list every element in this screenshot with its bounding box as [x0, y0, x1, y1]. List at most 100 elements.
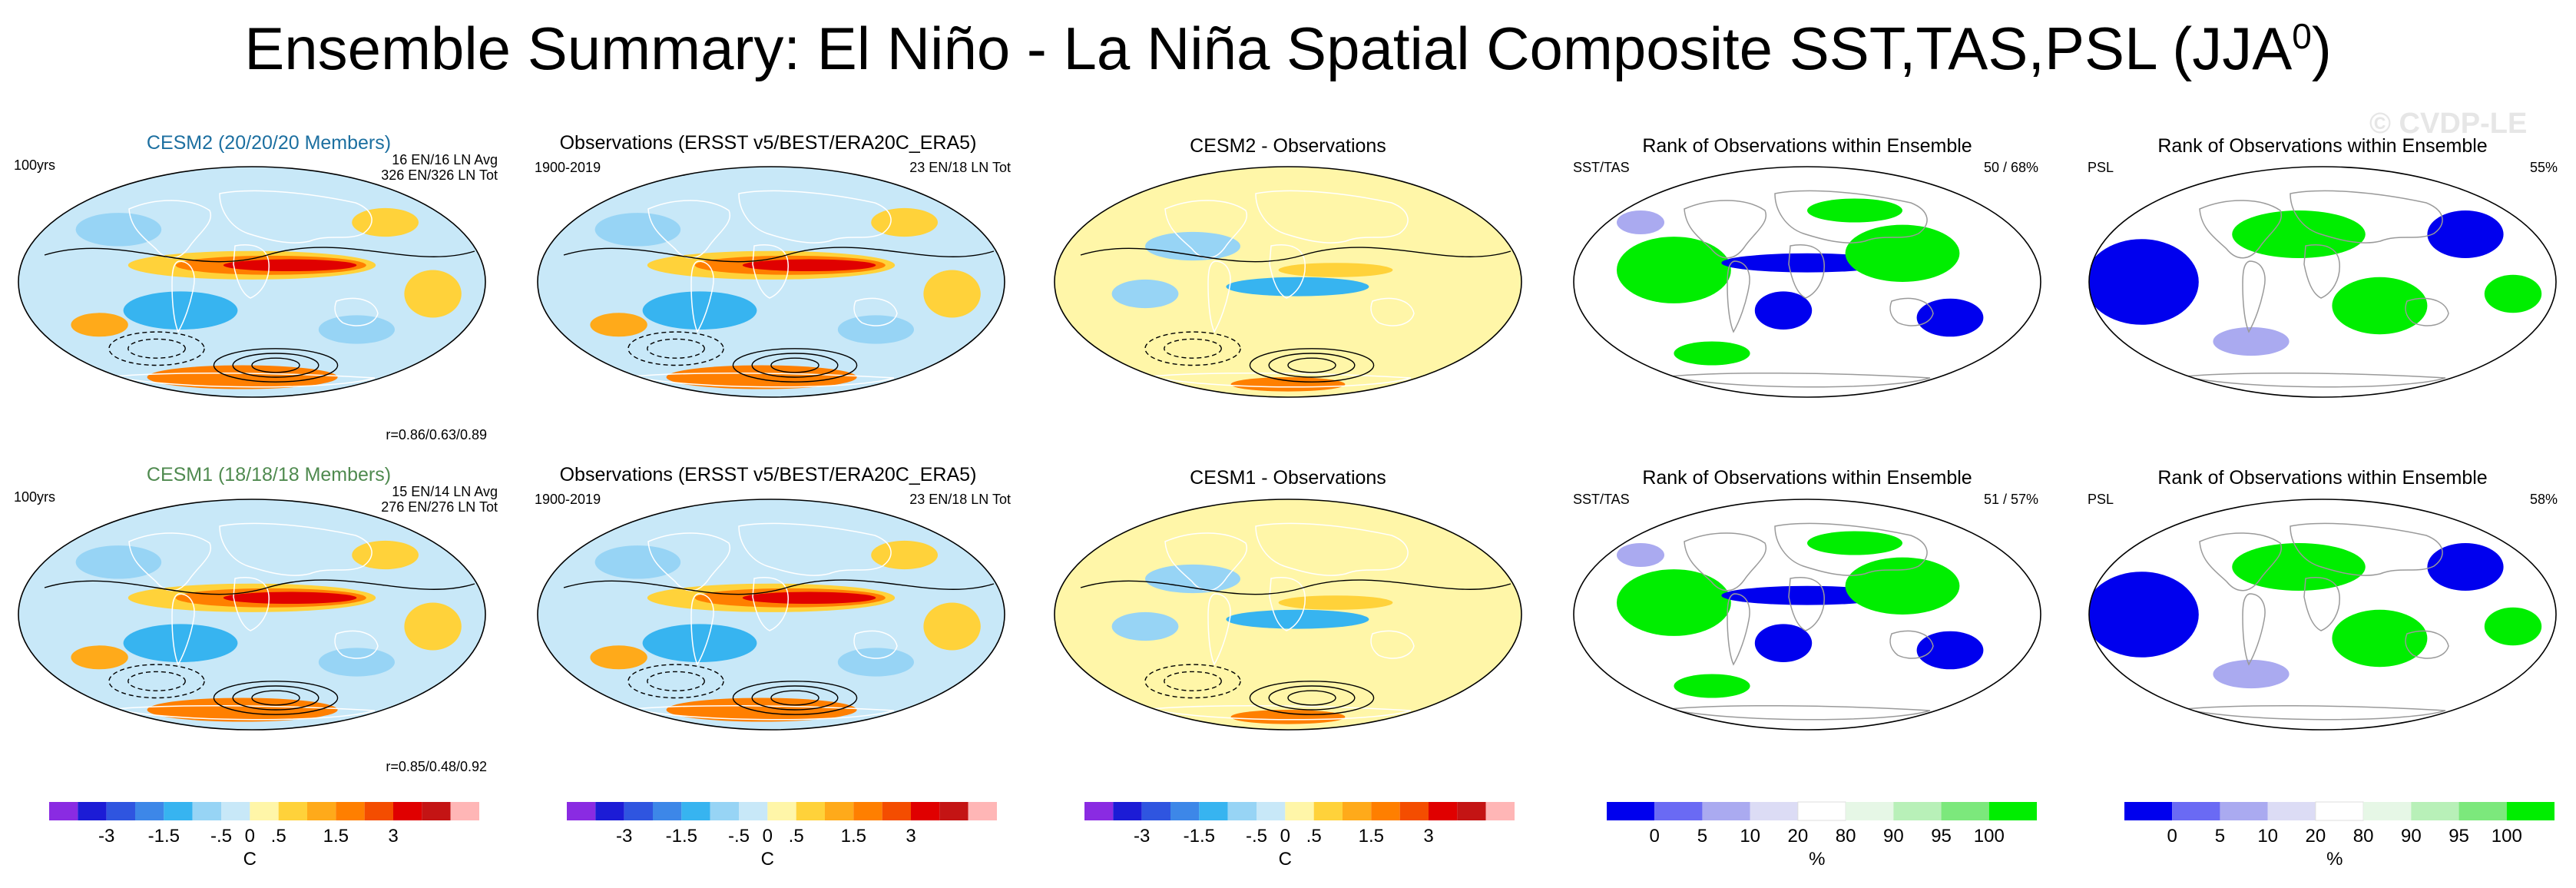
colorbar-swatch: [250, 802, 279, 820]
colorbar-anomaly-svg: -3 -1.5 -.5 0 .5 1.5 3 C: [49, 802, 479, 870]
colorbar-anomaly: -3 -1.5 -.5 0 .5 1.5 3 C: [34, 799, 495, 876]
colorbar-unit-label: C: [243, 849, 257, 870]
map-rank-psl: [2084, 495, 2561, 734]
obs-period-label: 1900-2019: [535, 160, 601, 175]
colorbar-swatch: [767, 802, 796, 820]
map-cesm1-minus-observations: [1050, 495, 1526, 734]
colorbar-tick-label: 95: [2449, 826, 2469, 847]
colorbar-tick-label: 90: [2401, 826, 2422, 847]
map-cesm1-composite: [14, 495, 490, 734]
pattern-correlation: r=0.86/0.63/0.89: [386, 427, 487, 442]
colorbar-tick-label: -.5: [210, 826, 232, 847]
colorbar-swatch: [825, 802, 854, 820]
map-cesm2-minus-observations: [1050, 163, 1526, 401]
colorbar-tick-label: 5: [2215, 826, 2225, 847]
colorbar-swatch: [106, 802, 135, 820]
colorbar-tick-label: .5: [271, 826, 286, 847]
colorbar-swatch: [49, 802, 78, 820]
colorbar-tick-label: 10: [2257, 826, 2278, 847]
colorbar-swatch: [393, 802, 422, 820]
pattern-correlation: r=0.85/0.48/0.92: [386, 759, 487, 774]
colorbar-swatch: [1371, 802, 1400, 820]
colorbar-tick-label: 20: [1788, 826, 1809, 847]
colorbar-swatch: [2267, 802, 2316, 820]
colorbar-swatch: [336, 802, 365, 820]
colorbar-anomaly: -3 -1.5 -.5 0 .5 1.5 3 C: [551, 799, 1012, 876]
panel-title-cesm2-minus-obs: CESM2 - Observations: [1190, 135, 1386, 157]
colorbar-unit-label: C: [761, 849, 774, 870]
panel-title-rank-sst-tas: Rank of Observations within Ensemble: [1642, 467, 1972, 489]
colorbar-swatch: [853, 802, 882, 820]
colorbar-tick-label: 3: [388, 826, 398, 847]
colorbar-swatch: [1141, 802, 1170, 820]
colorbar-tick-label: -3: [1134, 826, 1150, 847]
panel-title-cesm2: CESM2 (20/20/20 Members): [146, 132, 392, 154]
panel-title-cesm1-minus-obs: CESM1 - Observations: [1190, 467, 1386, 489]
colorbar-swatch: [2220, 802, 2268, 820]
colorbar-swatch: [2363, 802, 2412, 820]
figure-title: Ensemble Summary: El Niño - La Niña Spat…: [244, 15, 2332, 82]
obs-event-count: 23 EN/18 LN Tot: [909, 492, 1011, 507]
map-rank-sst-tas: [1569, 163, 2045, 401]
colorbar-tick-label: 100: [2492, 826, 2522, 847]
colorbar-tick-label: -1.5: [148, 826, 180, 847]
colorbar-swatch: [1702, 802, 1750, 820]
colorbar-swatch: [653, 802, 682, 820]
event-count-total: 326 EN/326 LN Tot: [381, 167, 498, 183]
colorbar-swatch: [1399, 802, 1429, 820]
colorbar-tick-label: 80: [1836, 826, 1856, 847]
event-count-total: 276 EN/276 LN Tot: [381, 499, 498, 515]
colorbar-swatch: [2506, 802, 2554, 820]
colorbar-swatch: [595, 802, 624, 820]
colorbar-swatch: [1313, 802, 1343, 820]
colorbar-tick-label: -.5: [1246, 826, 1267, 847]
colorbar-swatch: [1457, 802, 1486, 820]
colorbar-swatch: [1199, 802, 1228, 820]
colorbar-rank: 0 5 10 20 80 90 95 100%: [2109, 799, 2570, 876]
colorbar-tick-label: 0: [1280, 826, 1290, 847]
panel-title-rank-psl: Rank of Observations within Ensemble: [2157, 467, 2488, 489]
colorbar-tick-label: 3: [906, 826, 916, 847]
colorbar-swatch: [2172, 802, 2220, 820]
colorbar-swatch: [624, 802, 653, 820]
map-observations-composite: [533, 163, 1009, 401]
colorbar-swatch: [710, 802, 739, 820]
colorbar-tick-label: 1.5: [1359, 826, 1384, 847]
colorbar-swatch: [221, 802, 250, 820]
panel-title-cesm1: CESM1 (18/18/18 Members): [146, 464, 392, 485]
rank-variable-label: SST/TAS: [1573, 492, 1630, 507]
colorbar-tick-label: 3: [1423, 826, 1433, 847]
event-count-avg: 15 EN/14 LN Avg: [392, 484, 498, 499]
rank-percent-label: 51 / 57%: [1983, 492, 2038, 507]
rank-percent-label: 58%: [2529, 492, 2558, 507]
colorbar-swatch: [681, 802, 710, 820]
colorbar-swatch: [1084, 802, 1114, 820]
colorbar-tick-label: 0: [2167, 826, 2177, 847]
colorbar-rank-svg: 0 5 10 20 80 90 95 100%: [1607, 801, 2037, 870]
colorbar-swatch: [1750, 802, 1798, 820]
colorbar-swatch: [567, 802, 596, 820]
colorbar-tick-label: 1.5: [841, 826, 866, 847]
colorbar-rank-svg: 0 5 10 20 80 90 95 100%: [2124, 801, 2554, 870]
colorbar-tick-label: 95: [1931, 826, 1952, 847]
colorbar-swatch: [364, 802, 393, 820]
colorbar-swatch: [939, 802, 968, 820]
colorbar-tick-label: -.5: [728, 826, 750, 847]
colorbar-swatch: [2315, 801, 2364, 821]
colorbar-swatch: [1607, 802, 1655, 820]
colorbar-swatch: [968, 802, 997, 820]
map-cesm2-composite: [14, 163, 490, 401]
rank-variable-label: PSL: [2088, 160, 2114, 175]
colorbar-tick-label: 80: [2353, 826, 2374, 847]
colorbar-swatch: [739, 802, 768, 820]
colorbar-swatch: [1429, 802, 1458, 820]
colorbar-swatch: [1654, 802, 1703, 820]
colorbar-swatch: [882, 802, 911, 820]
colorbar-swatch: [796, 802, 825, 820]
rank-variable-label: PSL: [2088, 492, 2114, 507]
colorbar-tick-label: 0: [763, 826, 773, 847]
colorbar-swatch: [1941, 802, 1989, 820]
colorbar-anomaly-svg: -3 -1.5 -.5 0 .5 1.5 3 C: [1084, 802, 1515, 870]
colorbar-tick-label: 20: [2306, 826, 2326, 847]
panel-title-observations: Observations (ERSST v5/BEST/ERA20C_ERA5): [559, 464, 977, 485]
